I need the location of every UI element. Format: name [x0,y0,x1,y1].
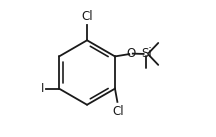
Text: O: O [126,47,135,60]
Text: Si: Si [141,47,151,60]
Text: Cl: Cl [81,10,93,23]
Text: Cl: Cl [112,105,124,118]
Text: I: I [41,82,45,95]
